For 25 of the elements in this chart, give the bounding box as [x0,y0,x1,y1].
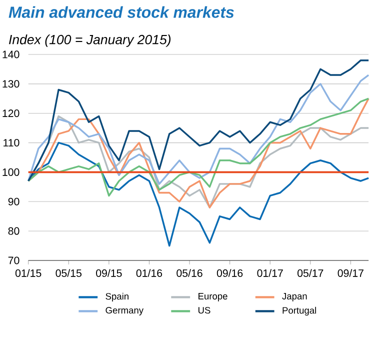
legend-label: Portugal [282,306,316,316]
y-tick-label: 110 [4,139,20,147]
x-tick-label: 09/15 [96,269,122,277]
legend-label: Spain [106,292,128,302]
y-tick-label: 80 [8,227,20,235]
y-tick-label: 140 [2,50,20,58]
legend-label: US [198,307,210,314]
x-tick-label: 01/15 [15,269,42,277]
x-tick-label: 05/16 [176,269,202,277]
y-tick-label: 100 [2,168,20,176]
legend-label: Japan [282,293,307,302]
y-tick-label: 120 [2,110,20,118]
x-tick-label: 09/16 [216,269,243,277]
chart-title: Main advanced stock markets [8,6,234,18]
x-tick-label: 01/16 [136,269,162,277]
y-tick-label: 130 [2,80,20,88]
chart-subtitle: Index (100 = January 2015) [8,34,170,47]
legend-label: Germany [106,307,144,316]
y-tick-label: 70 [8,256,20,264]
x-tick-label: 05/17 [298,269,324,277]
x-tick-label: 09/17 [338,269,364,277]
y-tick-label: 90 [8,198,20,206]
x-tick-label: 01/17 [257,269,283,277]
x-tick-label: 05/15 [56,269,82,277]
legend-label: Europe [198,293,228,302]
